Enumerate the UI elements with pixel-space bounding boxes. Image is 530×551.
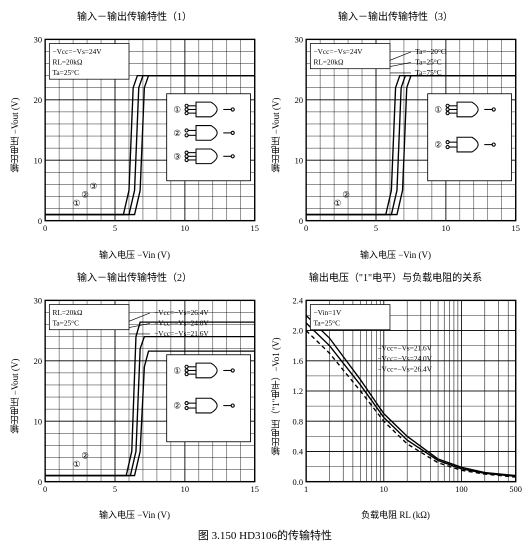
panel-1-title: 输入－输出传输特性（1） xyxy=(8,8,261,23)
panel-1-ylabel: 输出电压 −Vout (V) xyxy=(8,24,20,247)
svg-text:Ta=25°C: Ta=25°C xyxy=(52,68,79,77)
svg-text:0: 0 xyxy=(38,477,42,486)
svg-text:②: ② xyxy=(434,141,442,150)
svg-text:0: 0 xyxy=(304,224,308,233)
svg-text:20: 20 xyxy=(34,356,42,365)
panel-2-ylabel: 输出电压 −Vout (V) xyxy=(8,285,20,508)
svg-text:①: ① xyxy=(173,106,181,115)
figure-caption: 图 3.150 HD3106的传输特性 xyxy=(8,527,522,543)
svg-text:−Vcc=−Vs=24.0V: −Vcc=−Vs=24.0V xyxy=(377,354,432,363)
svg-text:③: ③ xyxy=(173,152,181,161)
svg-text:15: 15 xyxy=(251,224,259,233)
svg-text:5: 5 xyxy=(374,224,378,233)
panel-3: 输入－输出传输特性（3） 输出电压 −Vout (V) 0 5 10 15 0 10 20 3… xyxy=(269,8,522,261)
svg-text:0: 0 xyxy=(299,217,303,226)
svg-text:500: 500 xyxy=(509,485,522,494)
svg-text:−Vin=1V: −Vin=1V xyxy=(313,308,341,317)
svg-text:2.0: 2.0 xyxy=(293,326,303,335)
svg-text:Ta=75°C: Ta=75°C xyxy=(415,68,442,77)
svg-text:10: 10 xyxy=(181,224,189,233)
svg-text:RL=20kΩ: RL=20kΩ xyxy=(313,58,343,67)
svg-text:20: 20 xyxy=(34,96,42,105)
panel-2: 输入－输出传输特性（2） 输出电压 −Vout (V) 0 5 10 15 0 10 20 3… xyxy=(8,269,261,522)
svg-text:②: ② xyxy=(81,451,89,460)
svg-text:2.4: 2.4 xyxy=(293,296,304,305)
panel-3-plot: 0 5 10 15 0 10 20 30 −Vcc=−Vs=24V RL=20kΩ Ta=−20°C… xyxy=(281,24,522,247)
panel-1-xlabel: 输入电压 −Vin (V) xyxy=(8,248,261,261)
svg-text:−Vcc=−Vs=21.6V: −Vcc=−Vs=21.6V xyxy=(377,343,432,352)
svg-text:20: 20 xyxy=(295,96,303,105)
svg-text:②: ② xyxy=(173,129,181,138)
svg-text:10: 10 xyxy=(442,224,450,233)
svg-text:①: ① xyxy=(73,459,81,468)
svg-text:RL=20kΩ: RL=20kΩ xyxy=(52,308,82,317)
svg-text:②: ② xyxy=(342,191,350,200)
svg-text:10: 10 xyxy=(181,485,189,494)
svg-text:②: ② xyxy=(81,191,89,200)
svg-text:−Vcc=−Vs=21.6V: −Vcc=−Vs=21.6V xyxy=(154,329,209,338)
svg-text:Ta=25°C: Ta=25°C xyxy=(415,58,442,67)
svg-text:0: 0 xyxy=(43,485,47,494)
panel-1-plot: 0 5 10 15 0 10 20 30 −Vcc=−Vs=24V RL=20kΩTa=25°C ①… xyxy=(20,24,261,247)
svg-text:30: 30 xyxy=(295,36,303,45)
svg-text:5: 5 xyxy=(113,485,117,494)
svg-text:②: ② xyxy=(173,401,181,410)
svg-text:0.4: 0.4 xyxy=(293,447,304,456)
svg-text:10: 10 xyxy=(380,485,388,494)
svg-text:100: 100 xyxy=(455,485,468,494)
svg-text:1: 1 xyxy=(304,485,308,494)
panel-1: 输入－输出传输特性（1） 输出电压 −Vout (V) 0 5 10 15 0 10 20 3… xyxy=(8,8,261,261)
panel-4-title: 输出电压（"1"电平）与负载电阻的关系 xyxy=(269,269,522,284)
svg-text:③: ③ xyxy=(90,182,98,191)
svg-text:0: 0 xyxy=(38,217,42,226)
panel-4-ylabel: 输出电压（"1"电平）−Vo1 (V) xyxy=(269,285,281,508)
panel-2-title: 输入－输出传输特性（2） xyxy=(8,269,261,284)
svg-text:−Vcc=−Vs=24V: −Vcc=−Vs=24V xyxy=(52,47,102,56)
svg-text:1.6: 1.6 xyxy=(293,356,303,365)
svg-text:0.0: 0.0 xyxy=(293,477,303,486)
svg-text:10: 10 xyxy=(34,156,42,165)
panel-3-xlabel: 输入电压 −Vin (V) xyxy=(269,248,522,261)
svg-text:15: 15 xyxy=(251,485,259,494)
svg-text:①: ① xyxy=(73,199,81,208)
panel-4-xlabel: 负载电阻 RL (kΩ) xyxy=(269,508,522,521)
panel-3-title: 输入－输出传输特性（3） xyxy=(269,8,522,23)
svg-text:30: 30 xyxy=(34,296,42,305)
svg-text:Ta=25°C: Ta=25°C xyxy=(313,318,340,327)
svg-text:①: ① xyxy=(334,199,342,208)
svg-text:①: ① xyxy=(434,106,442,115)
panel-4-plot: 1 10 100 500 0.0 0.4 0.8 1.2 1.6 2.0 2.4 −Vin=1VTa=… xyxy=(281,285,522,508)
svg-text:Ta=−20°C: Ta=−20°C xyxy=(415,47,446,56)
svg-text:−Vcc=−Vs=24V: −Vcc=−Vs=24V xyxy=(313,47,363,56)
svg-text:−Vcc=−Vs=24.0V: −Vcc=−Vs=24.0V xyxy=(154,318,209,327)
panel-2-xlabel: 输入电压 −Vin (V) xyxy=(8,508,261,521)
svg-text:RL=20kΩ: RL=20kΩ xyxy=(52,58,82,67)
svg-text:−Vcc=−Vs=26.4V: −Vcc=−Vs=26.4V xyxy=(154,308,209,317)
svg-text:−Vcc=−Vs=26.4V: −Vcc=−Vs=26.4V xyxy=(377,364,432,373)
panel-4: 输出电压（"1"电平）与负载电阻的关系 输出电压（"1"电平）−Vo1 (V) … xyxy=(269,269,522,522)
svg-text:10: 10 xyxy=(34,417,42,426)
svg-text:15: 15 xyxy=(512,224,520,233)
panel-3-ylabel: 输出电压 −Vout (V) xyxy=(269,24,281,247)
svg-text:0: 0 xyxy=(43,224,47,233)
svg-text:①: ① xyxy=(173,366,181,375)
svg-text:30: 30 xyxy=(34,36,42,45)
svg-text:5: 5 xyxy=(113,224,117,233)
svg-text:Ta=25°C: Ta=25°C xyxy=(52,318,79,327)
svg-text:0.8: 0.8 xyxy=(293,417,303,426)
svg-text:10: 10 xyxy=(295,156,303,165)
panel-2-plot: 0 5 10 15 0 10 20 30 RL=20kΩTa=25°C −Vcc=−Vs=26.4… xyxy=(20,285,261,508)
svg-text:1.2: 1.2 xyxy=(293,387,303,396)
